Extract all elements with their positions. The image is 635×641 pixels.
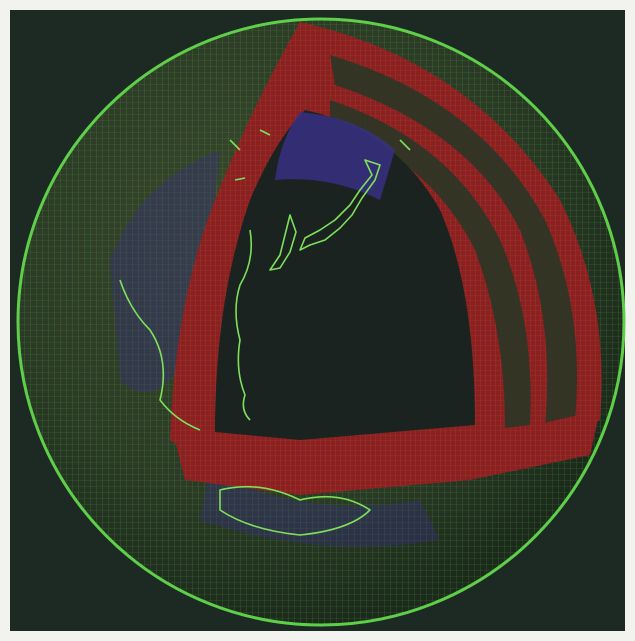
coastline-japan (299, 159, 381, 251)
coastline-korea (269, 214, 297, 271)
coastline-china (235, 229, 253, 421)
coastline-islands (229, 129, 411, 181)
coastline-australia (219, 485, 371, 536)
coastlines (119, 129, 411, 536)
cutaway-core-face (215, 110, 475, 440)
cutaway-shell-bottom (175, 410, 600, 495)
shell-gap-1 (330, 55, 577, 425)
core-ocean (275, 112, 395, 200)
globe-rim (16, 17, 626, 627)
coastline-west (119, 279, 201, 431)
